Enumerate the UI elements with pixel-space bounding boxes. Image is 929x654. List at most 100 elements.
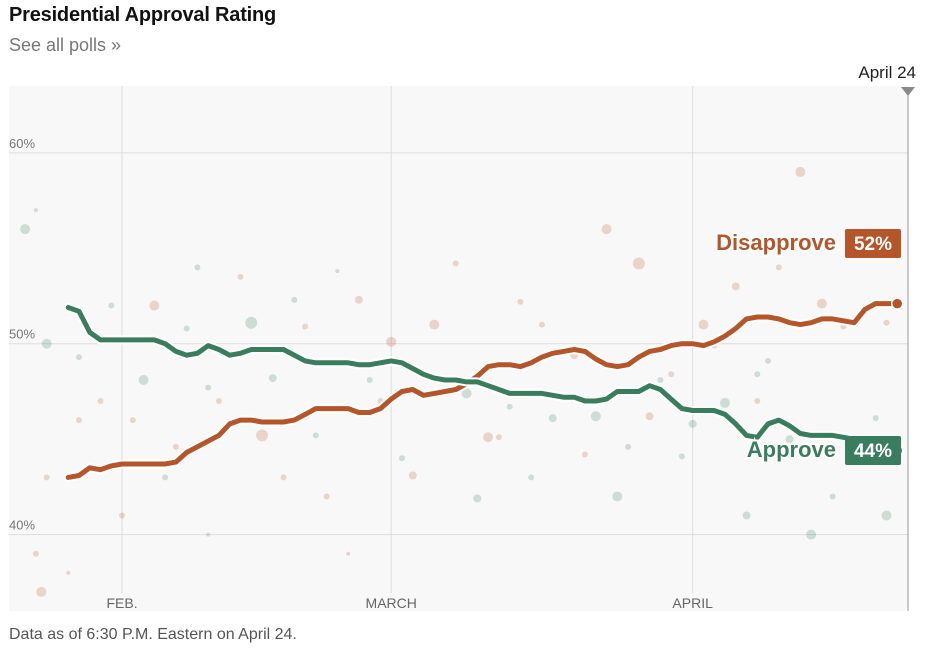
plot-background — [9, 86, 908, 611]
approve-value-badge — [845, 436, 901, 465]
approve-poll-dot — [754, 371, 761, 378]
approve-series-label: Approve — [747, 437, 836, 462]
approve-poll-dot — [612, 491, 623, 502]
approval-chart[interactable]: 40% 50% 60% FEB. MARCH APRIL April 24 Disapp… — [0, 0, 929, 620]
disapprove-poll-dot — [172, 443, 179, 450]
approve-poll-dot — [268, 374, 277, 383]
approve-poll-dot — [194, 264, 201, 271]
disapprove-endpoint-marker — [890, 297, 904, 310]
approve-poll-dot — [33, 208, 38, 213]
approve-value-label: 44% — [854, 441, 892, 462]
y-tick-label: 50% — [9, 327, 35, 342]
disapprove-poll-dot — [75, 417, 82, 424]
current-date-label: April 24 — [858, 63, 916, 82]
disapprove-poll-dot — [668, 371, 675, 378]
approve-poll-dot — [138, 375, 149, 385]
data-timestamp-note: Data as of 6:30 P.M. Eastern on April 24… — [9, 626, 297, 643]
trend-lines — [63, 297, 904, 482]
disapprove-poll-dot — [883, 319, 890, 326]
approve-poll-dot — [548, 414, 557, 423]
disapprove-poll-dot — [754, 398, 761, 404]
disapprove-poll-dot — [483, 432, 494, 443]
disapprove-poll-dot — [215, 398, 222, 404]
disapprove-poll-dot — [452, 260, 459, 267]
approve-poll-dot — [719, 397, 730, 408]
disapprove-poll-dot — [517, 298, 524, 305]
series-labels: Disapprove 52% Approve 44% — [714, 228, 901, 465]
disapprove-poll-dot — [97, 398, 104, 404]
x-tick-label: FEB. — [106, 595, 137, 611]
disapprove-poll-dot — [538, 321, 545, 328]
page-title: Presidential Approval Rating — [9, 4, 277, 26]
disapprove-poll-dot — [698, 319, 709, 330]
disapprove-line — [65, 301, 900, 480]
disapprove-poll-dot — [119, 512, 126, 519]
disapprove-poll-dot — [66, 570, 71, 575]
x-tick-label: MARCH — [366, 595, 417, 611]
x-tick-label: APRIL — [672, 595, 713, 611]
approve-poll-dot — [398, 455, 405, 462]
approve-poll-dot — [742, 511, 751, 520]
y-axis-labels: 40% 50% 60% — [9, 136, 35, 533]
approve-poll-dot — [688, 419, 697, 428]
approve-poll-dot — [590, 411, 601, 422]
see-all-polls-link[interactable]: See all polls » — [9, 35, 122, 55]
disapprove-value-badge — [845, 229, 901, 258]
current-date-marker-icon — [901, 87, 915, 96]
disapprove-poll-dot — [43, 474, 50, 481]
approve-poll-dot — [785, 435, 794, 444]
x-axis-labels: FEB. MARCH APRIL — [106, 595, 713, 611]
y-tick-label: 40% — [9, 518, 35, 533]
approve-poll-dot — [829, 493, 836, 500]
approve-poll-dot — [75, 354, 82, 361]
y-tick-label: 60% — [9, 136, 35, 151]
disapprove-poll-dot — [582, 451, 589, 458]
approve-poll-dot — [41, 338, 52, 349]
approve-poll-dot — [678, 453, 685, 460]
approve-poll-dot — [183, 325, 190, 332]
approve-poll-dot — [872, 415, 879, 422]
disapprove-poll-dot — [346, 551, 351, 556]
disapprove-poll-dot — [32, 550, 39, 557]
approve-poll-dot — [205, 384, 212, 391]
disapprove-poll-dot — [429, 319, 440, 330]
disapprove-poll-dot — [129, 417, 136, 424]
approve-line — [65, 305, 900, 454]
disapprove-poll-dot — [408, 471, 417, 480]
disapprove-poll-dot — [237, 273, 244, 280]
disapprove-poll-dot — [302, 323, 309, 330]
approve-poll-dot — [108, 302, 115, 309]
approve-poll-dot — [473, 494, 482, 503]
disapprove-value-label: 52% — [854, 234, 892, 255]
approve-poll-dot — [162, 474, 169, 481]
disapprove-poll-dot — [601, 224, 612, 235]
approve-poll-dot — [765, 357, 772, 364]
disapprove-poll-dot — [280, 474, 287, 481]
disapprove-poll-dot — [36, 586, 47, 597]
disapprove-poll-dot — [256, 429, 269, 442]
approve-poll-dot — [335, 269, 340, 274]
approve-poll-dot — [528, 474, 535, 481]
approve-poll-dot — [461, 388, 472, 399]
approve-poll-dot — [366, 377, 373, 383]
approve-poll-dot — [312, 432, 319, 439]
approve-poll-dot — [625, 443, 632, 450]
approve-poll-dot — [506, 403, 513, 410]
disapprove-poll-dot — [731, 282, 740, 291]
disapprove-series-label: Disapprove — [716, 230, 836, 255]
disapprove-poll-dot — [632, 257, 645, 270]
disapprove-poll-dot — [354, 295, 363, 304]
disapprove-poll-dot — [645, 412, 654, 421]
approve-poll-dot — [20, 224, 31, 235]
disapprove-poll-dot — [495, 434, 502, 441]
disapprove-poll-dot — [816, 298, 827, 309]
poll-dots — [20, 166, 892, 597]
disapprove-poll-dot — [149, 300, 160, 311]
approve-poll-dot — [657, 377, 664, 383]
disapprove-poll-dot — [206, 532, 211, 537]
disapprove-poll-dot — [386, 336, 397, 347]
approve-poll-dot — [806, 529, 817, 540]
approve-poll-dot — [291, 296, 298, 303]
disapprove-poll-dot — [775, 264, 782, 271]
approve-poll-dot — [881, 510, 892, 521]
